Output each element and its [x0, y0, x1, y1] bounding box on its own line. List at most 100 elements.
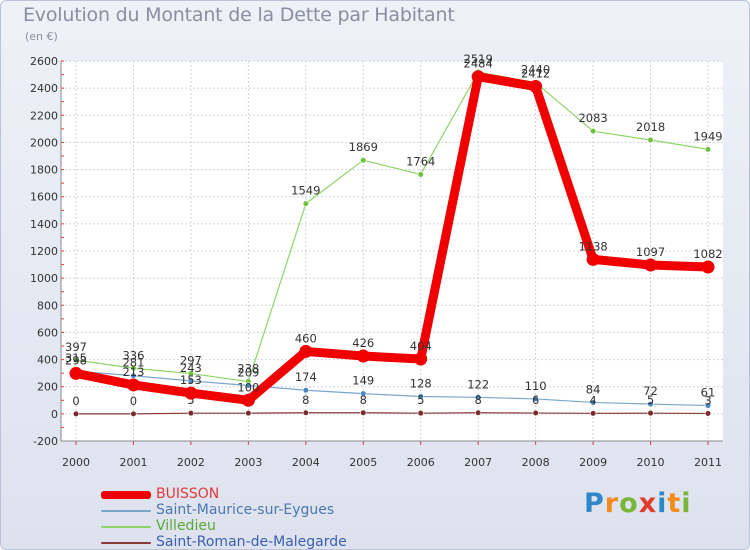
logo-letter: P	[584, 488, 605, 519]
data-label-saint-maurice-sur-eygues: 128	[410, 376, 432, 390]
data-label-buisson: 2412	[521, 67, 550, 81]
data-point-saint-roman-de-malegarde	[647, 410, 654, 417]
data-label-saint-roman-de-malegarde: 5	[187, 393, 194, 407]
data-point-villedieu	[130, 365, 137, 372]
logo-letter: t	[667, 488, 682, 519]
logo-letter: i	[681, 488, 692, 519]
data-label-saint-roman-de-malegarde: 8	[475, 393, 482, 407]
data-point-villedieu	[417, 171, 424, 178]
legend-label: BUISSON	[156, 486, 220, 502]
data-label-buisson: 1082	[693, 247, 722, 261]
x-tick-label: 2006	[407, 456, 435, 469]
data-point-saint-roman-de-malegarde	[187, 410, 195, 417]
plot-area	[61, 61, 723, 441]
data-point-saint-roman-de-malegarde	[245, 410, 252, 417]
data-label-villedieu: 397	[65, 340, 87, 354]
y-tick-label: -200	[33, 435, 58, 448]
data-label-villedieu: 297	[180, 354, 202, 368]
chart-unit: (en €)	[25, 30, 58, 43]
proxiti-logo: Proxiti	[584, 488, 692, 519]
data-label-saint-roman-de-malegarde: 8	[302, 393, 309, 407]
legend-label: Saint-Roman-de-Malegarde	[156, 534, 347, 550]
data-label-saint-maurice-sur-eygues: 243	[180, 361, 202, 375]
x-tick-label: 2011	[694, 456, 722, 469]
data-label-saint-roman-de-malegarde: 6	[532, 393, 539, 407]
series-line-buisson	[71, 72, 713, 405]
series-line-saint-maurice-sur-eygues	[75, 370, 709, 407]
data-point-buisson	[471, 70, 485, 84]
logo-letter: o	[619, 488, 639, 519]
data-point-saint-roman-de-malegarde	[72, 410, 80, 417]
data-point-villedieu	[187, 370, 195, 377]
y-tick-label: 2200	[30, 109, 58, 122]
data-point-saint-maurice-sur-eygues	[589, 399, 597, 406]
chart-title: Evolution du Montant de la Dette par Hab…	[23, 4, 455, 26]
data-point-buisson	[126, 378, 140, 392]
data-label-saint-maurice-sur-eygues: 315	[65, 351, 87, 365]
data-point-buisson	[644, 258, 658, 272]
y-tick-label: 200	[37, 381, 58, 394]
x-tick-label: 2005	[349, 456, 377, 469]
data-point-saint-roman-de-malegarde	[475, 409, 482, 416]
data-label-saint-maurice-sur-eygues: 84	[586, 382, 601, 396]
data-point-buisson	[586, 252, 600, 266]
data-point-saint-maurice-sur-eygues	[417, 393, 424, 400]
data-point-buisson	[241, 393, 255, 407]
y-tick-label: 1400	[30, 218, 58, 231]
data-point-buisson	[69, 366, 83, 380]
data-label-buisson: 213	[122, 365, 144, 379]
data-label-saint-maurice-sur-eygues: 209	[237, 365, 259, 379]
x-tick-label: 2004	[292, 456, 320, 469]
legend-label: Villedieu	[156, 518, 216, 534]
data-label-buisson: 426	[352, 336, 374, 350]
data-point-buisson	[529, 80, 543, 94]
data-point-saint-roman-de-malegarde	[302, 409, 309, 416]
data-label-villedieu: 1549	[291, 184, 320, 198]
data-point-saint-roman-de-malegarde	[417, 410, 424, 417]
data-point-saint-maurice-sur-eygues	[532, 395, 539, 403]
data-label-buisson: 153	[180, 373, 202, 387]
x-tick-label: 2002	[177, 456, 205, 469]
data-label-saint-roman-de-malegarde: 4	[589, 393, 596, 407]
data-label-saint-maurice-sur-eygues: 149	[352, 374, 374, 388]
data-label-buisson: 2484	[464, 57, 493, 71]
legend-swatch	[101, 510, 151, 512]
data-point-saint-maurice-sur-eygues	[245, 382, 252, 389]
logo-letter: i	[657, 488, 668, 519]
data-label-saint-maurice-sur-eygues: 174	[295, 370, 317, 384]
x-tick-label: 2003	[234, 456, 262, 469]
x-tick-label: 2000	[62, 456, 90, 469]
legend-swatch	[101, 542, 151, 544]
y-tick-label: 1000	[30, 272, 58, 285]
y-tick-label: 1600	[30, 191, 58, 204]
data-label-saint-maurice-sur-eygues: 61	[701, 386, 716, 400]
data-label-buisson: 1097	[636, 245, 665, 259]
data-label-villedieu: 2519	[464, 52, 493, 66]
data-label-saint-roman-de-malegarde: 0	[72, 394, 79, 408]
data-point-saint-roman-de-malegarde	[532, 409, 539, 417]
legend-label: Saint-Maurice-sur-Eygues	[156, 502, 335, 518]
data-label-saint-roman-de-malegarde: 8	[360, 393, 367, 407]
data-point-villedieu	[647, 136, 654, 144]
data-label-buisson: 298	[65, 353, 87, 367]
data-label-villedieu: 1869	[349, 140, 378, 154]
data-label-saint-roman-de-malegarde: 0	[130, 394, 137, 408]
data-point-saint-maurice-sur-eygues	[302, 387, 309, 394]
data-label-saint-maurice-sur-eygues: 281	[122, 356, 144, 370]
x-tick-label: 2007	[464, 456, 492, 469]
x-tick-label: 2009	[579, 456, 607, 469]
data-point-saint-roman-de-malegarde	[589, 410, 597, 417]
logo-letter: r	[604, 488, 620, 519]
data-label-villedieu: 238	[237, 362, 259, 376]
logo-letter: x	[638, 488, 658, 519]
y-tick-label: 2000	[30, 136, 58, 149]
data-label-saint-roman-de-malegarde: 5	[417, 393, 424, 407]
data-label-villedieu: 2083	[578, 111, 607, 125]
data-point-saint-maurice-sur-eygues	[704, 402, 712, 409]
x-tick-label: 2001	[119, 456, 147, 469]
data-point-villedieu	[704, 146, 712, 153]
y-tick-label: 2600	[30, 55, 58, 68]
data-label-villedieu: 2018	[636, 120, 665, 134]
